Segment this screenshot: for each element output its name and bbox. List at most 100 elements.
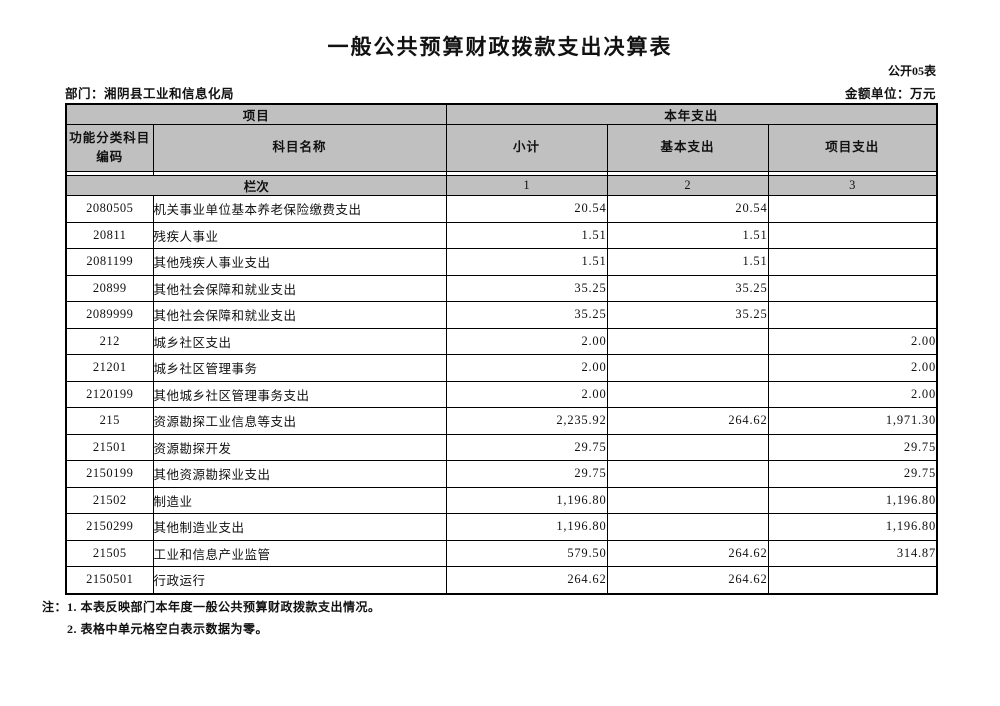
- row-name: 其他社会保障和就业支出: [152, 301, 447, 329]
- row-name: 资源勘探开发: [152, 433, 447, 461]
- row-code: 21501: [65, 433, 154, 461]
- row-project: 1,971.30: [767, 407, 938, 435]
- row-code: 21502: [65, 486, 154, 514]
- row-project: [767, 248, 938, 276]
- row-code: 2080505: [65, 195, 154, 223]
- row-name: 行政运行: [152, 566, 447, 594]
- header-columns-row: 功能分类科目编码 科目名称 小计 基本支出 项目支出: [65, 124, 938, 172]
- row-basic: [606, 380, 769, 408]
- footnotes: 注：1. 本表反映部门本年度一般公共预算财政拨款支出情况。 2. 表格中单元格空…: [42, 596, 381, 640]
- row-name: 残疾人事业: [152, 221, 447, 249]
- table-row: 21505 工业和信息产业监管 579.50 264.62 314.87: [65, 539, 938, 567]
- row-subtotal: 35.25: [445, 301, 608, 329]
- table-row: 215 资源勘探工业信息等支出 2,235.92 264.62 1,971.30: [65, 407, 938, 435]
- header-group-item: 项目: [65, 103, 447, 125]
- row-code: 20899: [65, 274, 154, 302]
- table-row: 212 城乡社区支出 2.00 2.00: [65, 327, 938, 355]
- table-body: 2080505 机关事业单位基本养老保险缴费支出 20.54 20.54 208…: [65, 195, 938, 594]
- budget-expense-table: 项目 本年支出 功能分类科目编码 科目名称 小计 基本支出 项目支出 栏次 1 …: [65, 103, 939, 595]
- row-subtotal: 2.00: [445, 327, 608, 355]
- row-basic: [606, 327, 769, 355]
- row-basic: 1.51: [606, 248, 769, 276]
- row-code: 215: [65, 407, 154, 435]
- row-subtotal: 35.25: [445, 274, 608, 302]
- row-project: 29.75: [767, 460, 938, 488]
- header-group-row: 项目 本年支出: [65, 103, 938, 125]
- row-name: 城乡社区支出: [152, 327, 447, 355]
- page-title: 一般公共预算财政拨款支出决算表: [327, 35, 673, 59]
- row-name: 其他制造业支出: [152, 513, 447, 541]
- row-code: 2081199: [65, 248, 154, 276]
- row-basic: [606, 354, 769, 382]
- table-row: 2120199 其他城乡社区管理事务支出 2.00 2.00: [65, 380, 938, 408]
- table-row: 21501 资源勘探开发 29.75 29.75: [65, 433, 938, 461]
- row-project: 29.75: [767, 433, 938, 461]
- unit-label: 金额单位：万元: [844, 87, 936, 101]
- row-subtotal: 1.51: [445, 221, 608, 249]
- row-name: 其他社会保障和就业支出: [152, 274, 447, 302]
- row-subtotal: 29.75: [445, 460, 608, 488]
- row-subtotal: 2.00: [445, 354, 608, 382]
- row-subtotal: 29.75: [445, 433, 608, 461]
- row-project: [767, 566, 938, 594]
- table-row: 21201 城乡社区管理事务 2.00 2.00: [65, 354, 938, 382]
- row-name: 资源勘探工业信息等支出: [152, 407, 447, 435]
- row-code: 20811: [65, 221, 154, 249]
- header-group-year-expense: 本年支出: [445, 103, 938, 125]
- row-name: 机关事业单位基本养老保险缴费支出: [152, 195, 447, 223]
- row-code: 2120199: [65, 380, 154, 408]
- table-code-label: 公开05表: [887, 64, 936, 78]
- table-row: 2081199 其他残疾人事业支出 1.51 1.51: [65, 248, 938, 276]
- column-index-2: 2: [606, 175, 769, 196]
- row-subtotal: 579.50: [445, 539, 608, 567]
- row-name: 工业和信息产业监管: [152, 539, 447, 567]
- row-name: 城乡社区管理事务: [152, 354, 447, 382]
- row-subtotal: 1,196.80: [445, 513, 608, 541]
- row-basic: 264.62: [606, 539, 769, 567]
- row-basic: 35.25: [606, 274, 769, 302]
- column-header-subtotal: 小计: [445, 124, 608, 172]
- column-index-1: 1: [445, 175, 608, 196]
- row-project: 2.00: [767, 354, 938, 382]
- table-row: 2089999 其他社会保障和就业支出 35.25 35.25: [65, 301, 938, 329]
- row-project: 1,196.80: [767, 486, 938, 514]
- row-subtotal: 1.51: [445, 248, 608, 276]
- footnote-prefix: 注：: [42, 600, 68, 614]
- row-basic: 35.25: [606, 301, 769, 329]
- table-row: 2150199 其他资源勘探业支出 29.75 29.75: [65, 460, 938, 488]
- row-subtotal: 20.54: [445, 195, 608, 223]
- row-project: [767, 301, 938, 329]
- row-code: 2150299: [65, 513, 154, 541]
- table-row: 20899 其他社会保障和就业支出 35.25 35.25: [65, 274, 938, 302]
- row-project: 314.87: [767, 539, 938, 567]
- footnote-2: 2. 表格中单元格空白表示数据为零。: [67, 622, 269, 636]
- row-basic: [606, 486, 769, 514]
- table-row: 2150501 行政运行 264.62 264.62: [65, 566, 938, 594]
- table-row: 2150299 其他制造业支出 1,196.80 1,196.80: [65, 513, 938, 541]
- row-code: 2089999: [65, 301, 154, 329]
- row-subtotal: 2,235.92: [445, 407, 608, 435]
- row-subtotal: 2.00: [445, 380, 608, 408]
- footnote-1: 注：1. 本表反映部门本年度一般公共预算财政拨款支出情况。: [42, 596, 381, 618]
- row-subtotal: 1,196.80: [445, 486, 608, 514]
- row-code: 21201: [65, 354, 154, 382]
- row-basic: 20.54: [606, 195, 769, 223]
- row-project: [767, 221, 938, 249]
- department-label: 部门：湘阴县工业和信息化局: [65, 87, 235, 101]
- table-row: 2080505 机关事业单位基本养老保险缴费支出 20.54 20.54: [65, 195, 938, 223]
- footnote-1-text: 1. 本表反映部门本年度一般公共预算财政拨款支出情况。: [67, 600, 381, 614]
- row-code: 2150199: [65, 460, 154, 488]
- row-project: 1,196.80: [767, 513, 938, 541]
- row-project: 2.00: [767, 327, 938, 355]
- row-project: [767, 274, 938, 302]
- row-basic: [606, 460, 769, 488]
- column-header-name: 科目名称: [152, 124, 447, 172]
- row-subtotal: 264.62: [445, 566, 608, 594]
- row-project: [767, 195, 938, 223]
- table-row: 21502 制造业 1,196.80 1,196.80: [65, 486, 938, 514]
- row-basic: 264.62: [606, 407, 769, 435]
- column-header-code: 功能分类科目编码: [65, 124, 154, 172]
- row-name: 制造业: [152, 486, 447, 514]
- row-basic: [606, 433, 769, 461]
